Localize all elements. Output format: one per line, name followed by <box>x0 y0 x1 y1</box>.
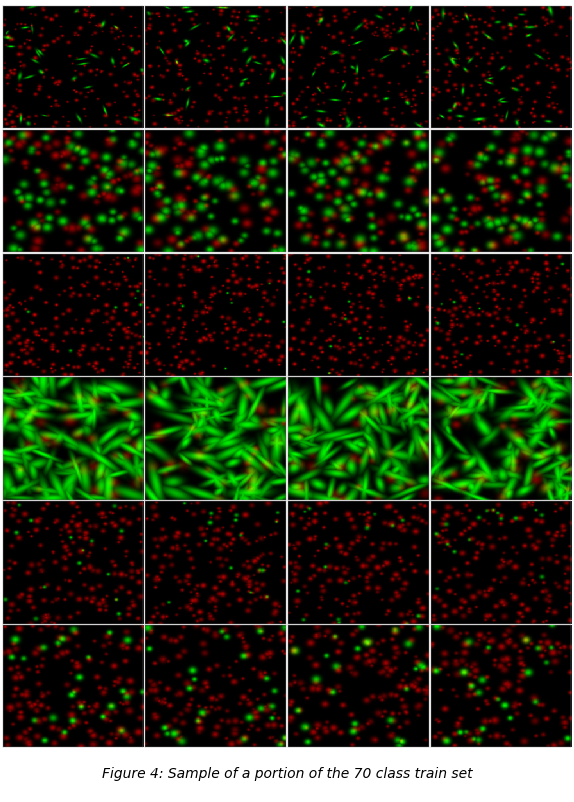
Text: Figure 4: Sample of a portion of the 70 class train set: Figure 4: Sample of a portion of the 70 … <box>102 767 472 781</box>
